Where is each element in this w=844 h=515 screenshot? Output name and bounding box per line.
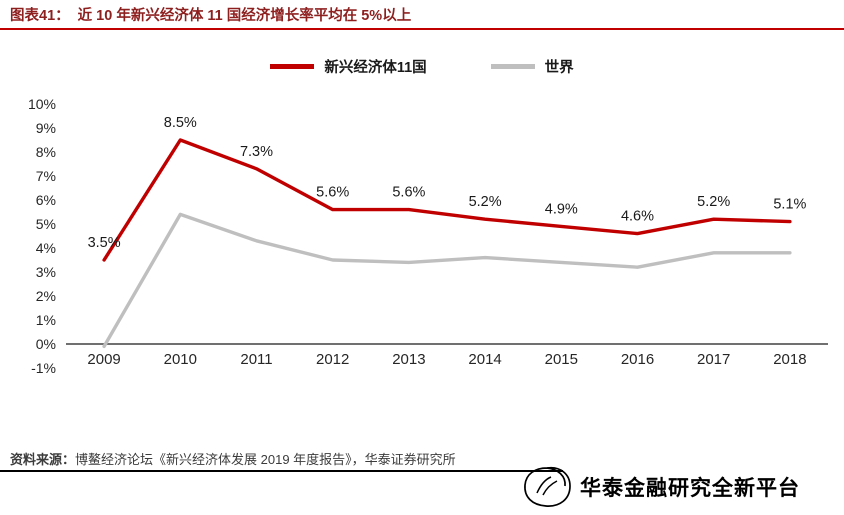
figure-number-label: 图表41： bbox=[10, 7, 70, 24]
series-line-世界 bbox=[102, 212, 792, 349]
line-chart: 10%9%8%7%6%5%4%3%2%1%0%-1% 2009 2010 2011 20… bbox=[28, 96, 828, 376]
svg-text:0%: 0% bbox=[36, 336, 56, 352]
svg-text:9%: 9% bbox=[36, 120, 56, 136]
series-line-新兴经济体11国 bbox=[102, 138, 792, 262]
svg-text:4.6%: 4.6% bbox=[621, 209, 654, 225]
source-note-label: 资料来源： bbox=[10, 452, 76, 467]
svg-text:5.2%: 5.2% bbox=[469, 194, 502, 210]
scribble-circle-icon bbox=[524, 466, 571, 507]
chart-legend: 新兴经济体11国 世界 bbox=[0, 56, 844, 77]
svg-text:5%: 5% bbox=[36, 216, 56, 232]
svg-text:5.6%: 5.6% bbox=[316, 185, 349, 201]
legend-label-emerging-economies: 新兴经济体11国 bbox=[324, 60, 427, 76]
svg-text:2010: 2010 bbox=[164, 351, 197, 368]
figure-header: 图表41： 近 10 年新兴经济体 11 国经济增长率平均在 5%以上 bbox=[0, 0, 844, 30]
svg-text:2012: 2012 bbox=[316, 351, 349, 368]
svg-text:7.3%: 7.3% bbox=[240, 144, 273, 160]
svg-text:10%: 10% bbox=[28, 96, 56, 112]
legend-item-emerging-economies: 新兴经济体11国 bbox=[270, 56, 427, 77]
svg-text:6%: 6% bbox=[36, 192, 56, 208]
svg-text:3%: 3% bbox=[36, 264, 56, 280]
brand-watermark: 华泰金融研究全新平台 bbox=[520, 464, 800, 510]
x-axis-labels: 2009 2010 2011 2012 2013 2014 2015 2016 2017 2018 bbox=[87, 351, 806, 368]
source-note-text: 博鳌经济论坛《新兴经济体发展 2019 年度报告》，华泰证券研究所 bbox=[75, 452, 456, 467]
svg-text:2014: 2014 bbox=[468, 351, 501, 368]
svg-text:2015: 2015 bbox=[545, 351, 578, 368]
svg-text:2018: 2018 bbox=[773, 351, 806, 368]
y-axis-labels: 10% 9% 8% 7% 6% 5% 4% 3% 2% 1% 0% -1% bbox=[28, 96, 56, 376]
svg-text:2017: 2017 bbox=[697, 351, 730, 368]
svg-text:8%: 8% bbox=[36, 144, 56, 160]
svg-text:-1%: -1% bbox=[31, 360, 56, 376]
legend-swatch-gray-line bbox=[490, 64, 535, 69]
svg-text:4%: 4% bbox=[36, 240, 56, 256]
figure-title: 近 10 年新兴经济体 11 国经济增长率平均在 5%以上 bbox=[77, 7, 412, 24]
svg-text:5.1%: 5.1% bbox=[773, 197, 806, 213]
svg-text:3.5%: 3.5% bbox=[88, 235, 121, 251]
svg-text:2016: 2016 bbox=[621, 351, 654, 368]
svg-text:8.5%: 8.5% bbox=[164, 115, 197, 131]
svg-text:2011: 2011 bbox=[240, 351, 272, 368]
svg-text:5.6%: 5.6% bbox=[392, 185, 425, 201]
svg-text:2%: 2% bbox=[36, 288, 56, 304]
brand-watermark-text: 华泰金融研究全新平台 bbox=[580, 477, 800, 500]
source-note: 资料来源：博鳌经济论坛《新兴经济体发展 2019 年度报告》，华泰证券研究所 bbox=[10, 449, 456, 468]
svg-text:2013: 2013 bbox=[392, 351, 425, 368]
svg-text:2009: 2009 bbox=[87, 351, 120, 368]
data-labels: 3.5% 8.5% 7.3% 5.6% 5.6% 5.2% 4.9% 4.6% 5.2% 5.1% bbox=[88, 115, 807, 251]
svg-text:1%: 1% bbox=[36, 312, 56, 328]
footer-divider-line bbox=[0, 470, 563, 472]
svg-text:5.2%: 5.2% bbox=[697, 194, 730, 210]
svg-text:7%: 7% bbox=[36, 168, 56, 184]
legend-item-world: 世界 bbox=[490, 56, 574, 77]
svg-text:4.9%: 4.9% bbox=[545, 201, 578, 217]
legend-label-world: 世界 bbox=[544, 60, 574, 76]
legend-swatch-red-line bbox=[270, 64, 315, 69]
